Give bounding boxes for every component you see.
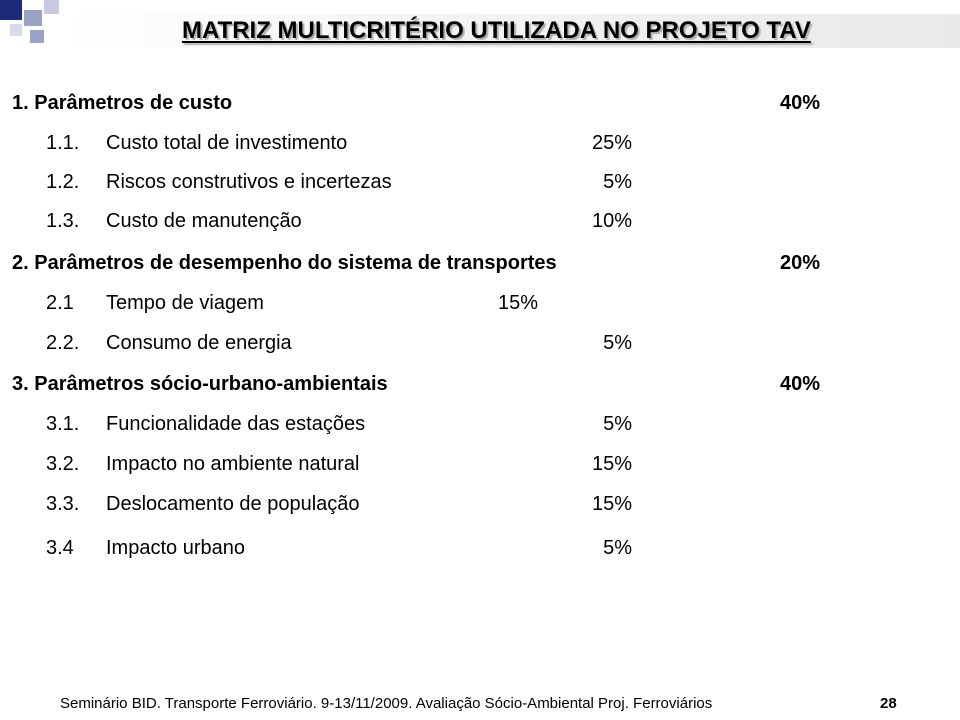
criteria-item: 3.4 Impacto urbano 5%	[0, 533, 960, 563]
item-label: Consumo de energia	[106, 332, 292, 354]
item-number: 3.1.	[46, 413, 80, 435]
item-percent: 15%	[591, 493, 632, 515]
item-number: 1.2.	[46, 171, 80, 193]
item-label: Tempo de viagem	[106, 292, 264, 314]
item-label: Riscos construtivos e incertezas	[106, 171, 392, 193]
group-percent: 40%	[780, 373, 821, 395]
item-number: 2.1	[46, 292, 74, 314]
item-label: Impacto urbano	[106, 537, 245, 559]
group-label: 1. Parâmetros de custo	[12, 92, 233, 114]
item-percent: 15%	[591, 453, 632, 475]
page-number: 28	[880, 695, 897, 712]
group-label: 3. Parâmetros sócio-urbano-ambientais	[12, 373, 388, 395]
criteria-item: 1.1. Custo total de investimento 25%	[0, 128, 960, 158]
slide-footer: Seminário BID. Transporte Ferroviário. 9…	[60, 695, 713, 712]
decorative-square	[44, 0, 59, 14]
item-label: Funcionalidade das estações	[106, 413, 366, 435]
item-number: 2.2.	[46, 332, 80, 354]
item-number: 3.4	[46, 537, 74, 559]
title-band	[62, 14, 960, 48]
group-label: 2. Parâmetros de desempenho do sistema d…	[12, 252, 557, 274]
slide-title: MATRIZ MULTICRITÉRIO UTILIZADA NO PROJET…	[182, 17, 811, 44]
group-percent: 20%	[780, 252, 821, 274]
item-label: Custo total de investimento	[106, 132, 348, 154]
item-number: 3.3.	[46, 493, 80, 515]
item-percent: 10%	[591, 210, 632, 232]
decorative-square	[30, 30, 44, 43]
item-percent: 25%	[591, 132, 632, 154]
item-percent: 5%	[603, 413, 632, 435]
decorative-square	[0, 0, 22, 20]
item-number: 1.1.	[46, 132, 80, 154]
item-label: Deslocamento de população	[106, 493, 360, 515]
criteria-item: 3.1. Funcionalidade das estações 5%	[0, 409, 960, 439]
criteria-item: 3.3. Deslocamento de população 15%	[0, 489, 960, 519]
item-label: Custo de manutenção	[106, 210, 302, 232]
item-percent: 5%	[603, 537, 632, 559]
item-label: Impacto no ambiente natural	[106, 453, 360, 475]
criteria-group-socio-urban-environmental: 3. Parâmetros sócio-urbano-ambientais 40…	[0, 369, 960, 399]
criteria-item: 2.2. Consumo de energia 5%	[0, 328, 960, 358]
criteria-group-performance: 2. Parâmetros de desempenho do sistema d…	[0, 248, 960, 278]
decorative-square	[24, 10, 42, 26]
item-number: 3.2.	[46, 453, 80, 475]
criteria-item: 1.2. Riscos construtivos e incertezas 5%	[0, 167, 960, 197]
criteria-item: 2.1 Tempo de viagem 15%	[0, 288, 960, 318]
group-percent: 40%	[780, 92, 821, 114]
item-percent: 15%	[497, 292, 538, 314]
criteria-item: 1.3. Custo de manutenção 10%	[0, 206, 960, 236]
item-percent: 5%	[603, 332, 632, 354]
decorative-square	[10, 24, 22, 36]
criteria-group-cost: 1. Parâmetros de custo 40%	[0, 88, 960, 118]
criteria-item: 3.2. Impacto no ambiente natural 15%	[0, 449, 960, 479]
item-percent: 5%	[603, 171, 632, 193]
item-number: 1.3.	[46, 210, 80, 232]
